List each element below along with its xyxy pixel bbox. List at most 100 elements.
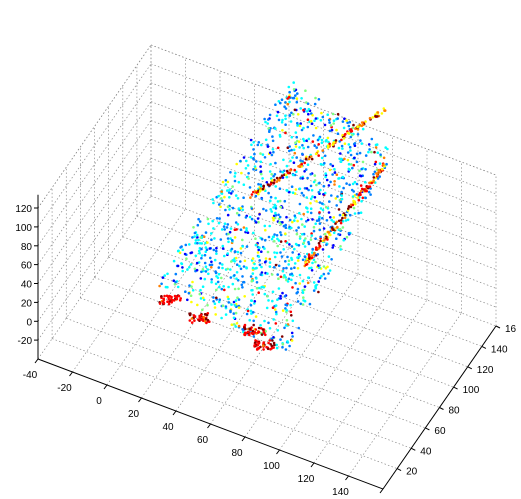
- cloud-point: [263, 239, 267, 242]
- cloud-point: [242, 156, 246, 159]
- cloud-point: [289, 169, 292, 172]
- cloud-point: [306, 163, 310, 166]
- cloud-point: [332, 228, 335, 231]
- cloud-point: [268, 113, 272, 117]
- cloud-point: [270, 173, 274, 176]
- cloud-point: [294, 131, 298, 134]
- cloud-point: [310, 254, 313, 258]
- cloud-point: [232, 312, 236, 315]
- cloud-point: [261, 328, 265, 331]
- cloud-point: [290, 314, 293, 317]
- cloud-point: [301, 152, 304, 156]
- cloud-point: [287, 85, 291, 89]
- cloud-point: [257, 141, 261, 144]
- cloud-point: [273, 216, 277, 220]
- cloud-point: [331, 143, 335, 147]
- cloud-point: [279, 176, 282, 180]
- cloud-point: [332, 231, 336, 235]
- cloud-point: [294, 141, 297, 144]
- cloud-point: [374, 114, 377, 118]
- cloud-point: [239, 260, 242, 263]
- cloud-point: [219, 205, 222, 209]
- cloud-point: [310, 157, 314, 161]
- cloud-point: [321, 149, 325, 152]
- cloud-point: [257, 192, 260, 196]
- cloud-point: [233, 304, 237, 307]
- cloud-point: [270, 153, 274, 157]
- cloud-point: [290, 267, 293, 270]
- cloud-point: [287, 95, 291, 99]
- z-tick-label: 60: [21, 261, 33, 272]
- cloud-point: [305, 206, 308, 209]
- cloud-point: [275, 234, 279, 237]
- cloud-point: [298, 124, 302, 128]
- cloud-point: [186, 298, 189, 302]
- cloud-point: [223, 222, 227, 225]
- cloud-point: [386, 147, 389, 151]
- cloud-point: [383, 109, 387, 112]
- cloud-point: [208, 263, 212, 267]
- cloud-point: [260, 285, 264, 289]
- cloud-point: [176, 249, 180, 253]
- cloud-point: [303, 239, 306, 242]
- y-tick-label: 20: [406, 467, 418, 478]
- cloud-point: [226, 237, 230, 240]
- cloud-point: [294, 281, 297, 285]
- cloud-point: [307, 112, 310, 116]
- cloud-point: [245, 159, 248, 163]
- cloud-point: [261, 153, 265, 156]
- cloud-point: [233, 179, 237, 183]
- cloud-point: [310, 232, 313, 235]
- cloud-point: [318, 276, 322, 280]
- cloud-point: [268, 265, 272, 268]
- cloud-point: [291, 173, 295, 177]
- cloud-point: [233, 260, 236, 263]
- cloud-point: [241, 275, 244, 278]
- cloud-point: [302, 146, 306, 150]
- cloud-point: [313, 144, 317, 147]
- cloud-point: [370, 137, 374, 141]
- cloud-point: [213, 302, 217, 306]
- cloud-point: [291, 286, 294, 289]
- cloud-point: [318, 228, 322, 232]
- cloud-point: [207, 222, 210, 226]
- cloud-point: [319, 162, 323, 166]
- cloud-point: [316, 253, 320, 256]
- cloud-point: [302, 137, 305, 141]
- cloud-point: [221, 247, 225, 250]
- cloud-point: [327, 118, 331, 122]
- cloud-point: [284, 107, 288, 110]
- y-tick: [411, 447, 416, 451]
- cloud-point: [311, 247, 315, 251]
- cloud-point: [242, 226, 246, 229]
- cloud-point: [288, 218, 292, 222]
- cloud-point: [356, 133, 360, 136]
- cloud-point: [295, 229, 298, 232]
- cloud-point: [296, 290, 300, 294]
- cloud-point: [349, 130, 353, 133]
- cloud-point: [203, 261, 207, 265]
- cloud-point: [264, 209, 268, 212]
- cloud-point: [184, 243, 188, 247]
- cloud-point: [311, 218, 314, 221]
- cloud-point: [272, 266, 276, 269]
- cloud-point: [292, 112, 295, 116]
- cloud-point: [249, 138, 253, 142]
- cloud-point: [190, 300, 193, 304]
- cloud-point: [199, 313, 203, 317]
- cloud-point: [313, 196, 317, 199]
- cloud-point: [290, 226, 293, 230]
- cloud-point: [290, 148, 293, 152]
- cloud-point: [345, 235, 349, 239]
- cloud-point: [331, 246, 335, 249]
- cloud-point: [251, 293, 254, 296]
- cloud-point: [198, 292, 202, 296]
- cloud-point: [230, 247, 234, 251]
- y-tick: [439, 407, 444, 410]
- cloud-point: [331, 226, 334, 229]
- cloud-point: [314, 222, 318, 225]
- cloud-point: [260, 250, 263, 253]
- cloud-point: [162, 297, 165, 301]
- cloud-point: [274, 161, 277, 165]
- cloud-point: [378, 175, 382, 178]
